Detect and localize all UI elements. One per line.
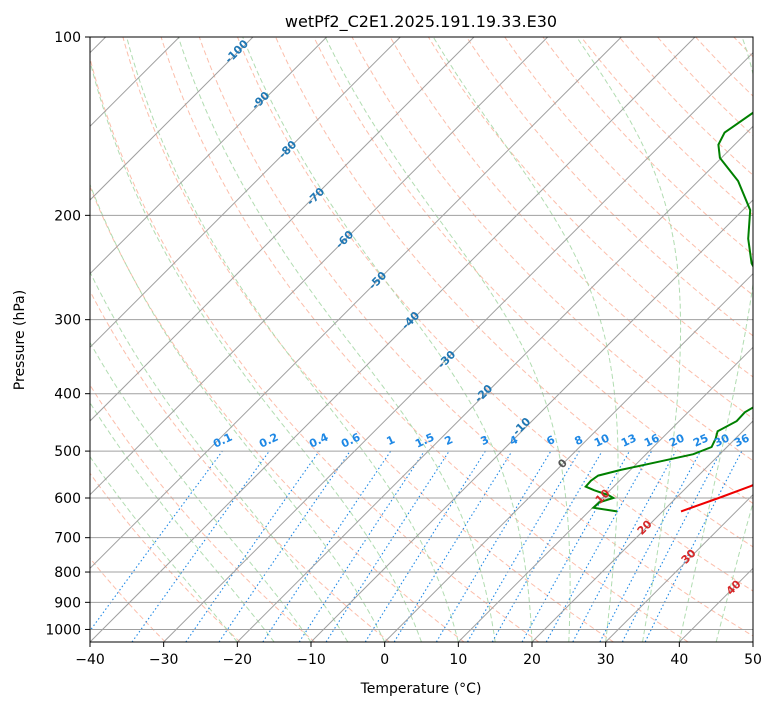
- dry-adiabat: [160, 37, 689, 642]
- isotherm-line: [90, 37, 696, 642]
- x-tick-label: −10: [296, 652, 326, 668]
- isotherm-line: [90, 37, 401, 349]
- y-tick-label: 400: [54, 387, 81, 403]
- moist-adiabat: [90, 59, 422, 642]
- dry-adiabat: [90, 472, 241, 642]
- dry-adiabat: [504, 37, 753, 296]
- mixing-ratio-label: 13: [619, 431, 638, 449]
- isotherm-line: [457, 346, 753, 642]
- mixing-ratio-label: 36: [732, 431, 752, 449]
- chart-title: wetPf2_C2E1.2025.191.19.33.E30: [285, 12, 557, 32]
- mixing-ratio-line: [435, 450, 552, 642]
- plot-area: [90, 37, 753, 642]
- x-axis: −40 −30 −20 −10 0 10 20 30 40 50: [75, 642, 762, 668]
- mixing-ratio-line: [218, 450, 351, 642]
- moist-adiabat: [90, 401, 275, 642]
- y-tick-label: 500: [54, 444, 81, 460]
- x-tick-label: 30: [597, 652, 615, 668]
- y-tick-label: 700: [54, 531, 81, 547]
- plot-frame: [89, 36, 754, 643]
- mixing-ratio-line: [572, 450, 677, 642]
- isotherm-line: [236, 125, 753, 642]
- dry-adiabat: [580, 37, 753, 216]
- mixing-ratio-label: 30: [712, 431, 732, 449]
- mixing-ratio-label: 16: [642, 431, 662, 449]
- x-tick-label: 40: [670, 652, 688, 668]
- isotherm-line: [90, 37, 475, 422]
- dry-adiabat: [275, 37, 753, 548]
- y-tick-label: 900: [54, 595, 81, 611]
- x-axis-label: Temperature (°C): [360, 681, 482, 697]
- isotherm-line: [90, 37, 549, 496]
- dry-adiabat: [466, 37, 753, 337]
- dry-adiabat: [122, 37, 614, 642]
- y-tick-label: 800: [54, 565, 81, 581]
- isotherm-line: [163, 51, 753, 642]
- y-axis-label: Pressure (hPa): [12, 290, 28, 390]
- y-tick-label: 200: [54, 208, 81, 224]
- mixing-ratio-line: [364, 450, 486, 642]
- mixing-ratio-line: [393, 450, 513, 642]
- mixing-ratio-line: [131, 450, 270, 642]
- isotherm-line: [90, 37, 622, 570]
- dry-adiabat: [313, 37, 753, 504]
- dry-adiabat: [351, 37, 753, 462]
- moist-adiabat: [126, 37, 459, 642]
- isotherm-line: [90, 37, 328, 275]
- y-tick-label: 1000: [45, 622, 81, 638]
- x-tick-label: −20: [223, 652, 253, 668]
- mixing-ratio-line: [521, 450, 630, 642]
- mixing-ratio-label: 20: [667, 431, 687, 449]
- y-axis: 100 200 300 400 500 600 700 800 900 1000: [45, 30, 90, 638]
- dry-adiabat: [90, 384, 316, 642]
- isotherm-line: [90, 37, 254, 201]
- moist-adiabat: [90, 183, 386, 642]
- mixing-ratio-label: 25: [691, 431, 710, 449]
- mixing-ratio-line: [467, 450, 580, 642]
- moist-adiabat: [90, 270, 349, 642]
- moist-adiabat: [90, 455, 238, 642]
- x-tick-label: 10: [449, 652, 467, 668]
- y-tick-label: 600: [54, 491, 81, 507]
- isotherm-line: [310, 199, 753, 642]
- mixing-ratio-label: 10: [592, 431, 612, 449]
- moist-adiabat: [576, 37, 682, 642]
- isotherm-line: [605, 493, 753, 642]
- isotherm-line: [384, 272, 753, 642]
- mixing-ratio-line: [185, 450, 320, 642]
- isotherm-line: [531, 420, 753, 642]
- x-tick-label: −30: [149, 652, 179, 668]
- dry-adiabat: [237, 37, 753, 592]
- moist-adiabat: [715, 500, 753, 642]
- dry-adiabat: [90, 56, 540, 642]
- y-tick-label: 100: [54, 30, 81, 46]
- mixing-ratio-line: [90, 450, 223, 632]
- y-tick-label: 300: [54, 313, 81, 329]
- dry-adiabat: [90, 290, 390, 642]
- x-tick-label: 20: [523, 652, 541, 668]
- mixing-ratio-line: [325, 450, 450, 642]
- dewpoint-profile: [584, 111, 753, 513]
- mixing-ratio-line: [491, 450, 603, 642]
- x-tick-label: −40: [75, 652, 105, 668]
- moist-adiabat: [324, 37, 571, 642]
- x-tick-label: 0: [380, 652, 389, 668]
- x-tick-label: 50: [744, 652, 762, 668]
- moist-adiabat: [242, 37, 533, 642]
